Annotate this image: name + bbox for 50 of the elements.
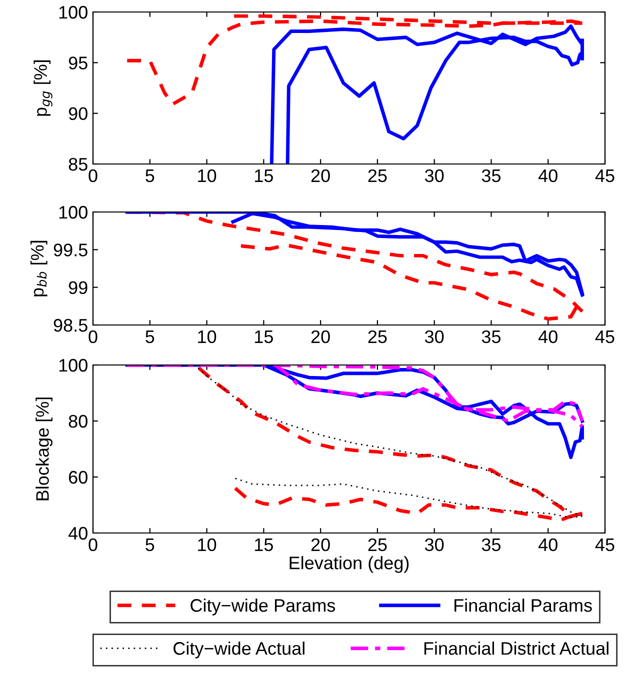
x-tick-label: 0 bbox=[88, 538, 98, 552]
x-tick-label: 45 bbox=[595, 330, 614, 344]
y-axis-title: p$_{gg}$ [%] bbox=[34, 60, 52, 116]
y-tick-label: 99 bbox=[68, 281, 88, 294]
x-tick-label: 0 bbox=[88, 330, 98, 344]
x-tick-label: 40 bbox=[538, 538, 558, 552]
x-axis-title: Elevation (deg) bbox=[290, 556, 409, 573]
x-tick-label: 45 bbox=[595, 538, 614, 552]
y-tick-label: 80 bbox=[68, 414, 88, 428]
legend-label: Financial Params bbox=[454, 598, 592, 612]
x-tick-label: 30 bbox=[424, 169, 444, 182]
x-tick-label: 20 bbox=[311, 169, 330, 182]
y-axis-title: Blockage [%] bbox=[36, 398, 52, 500]
x-tick-label: 35 bbox=[482, 538, 501, 552]
legend-label: City−wide Actual bbox=[174, 642, 304, 658]
x-tick-label: 35 bbox=[482, 330, 501, 344]
y-tick-label: 100 bbox=[59, 206, 88, 219]
y-tick-label: 98.5 bbox=[54, 318, 88, 332]
x-tick-label: 5 bbox=[146, 330, 154, 344]
y-tick-label: 40 bbox=[68, 526, 88, 540]
y-tick-label: 85 bbox=[68, 158, 88, 171]
x-tick-label: 25 bbox=[368, 169, 387, 182]
y-axis-title: p$_{bb}$ [%] bbox=[30, 240, 48, 296]
x-tick-label: 35 bbox=[482, 169, 501, 182]
legend-label: City−wide Params bbox=[190, 598, 336, 616]
x-tick-label: 40 bbox=[538, 169, 558, 182]
x-tick-label: 45 bbox=[595, 170, 614, 182]
x-tick-label: 10 bbox=[198, 330, 216, 344]
x-tick-label: 25 bbox=[368, 538, 387, 552]
y-tick-label: 100 bbox=[59, 6, 88, 19]
x-tick-label: 40 bbox=[538, 330, 558, 344]
y-tick-label: 100 bbox=[59, 358, 88, 372]
x-tick-label: 0 bbox=[88, 169, 98, 182]
x-tick-label: 30 bbox=[424, 538, 444, 552]
y-tick-label: 60 bbox=[68, 470, 88, 484]
x-tick-label: 15 bbox=[255, 538, 273, 552]
legend-label: Financial District Actual bbox=[424, 642, 608, 655]
x-tick-label: 10 bbox=[198, 538, 216, 552]
x-tick-label: 20 bbox=[311, 330, 330, 344]
x-tick-label: 15 bbox=[255, 170, 273, 182]
y-tick-label: 99.5 bbox=[54, 244, 88, 256]
x-tick-label: 15 bbox=[255, 330, 273, 344]
y-tick-label: 95 bbox=[68, 56, 88, 70]
x-tick-label: 20 bbox=[311, 538, 330, 552]
x-tick-label: 5 bbox=[146, 538, 154, 552]
x-tick-label: 25 bbox=[368, 330, 387, 344]
x-tick-label: 5 bbox=[146, 170, 154, 182]
y-tick-label: 90 bbox=[68, 107, 88, 120]
x-tick-label: 10 bbox=[198, 169, 216, 182]
x-tick-label: 30 bbox=[424, 330, 444, 344]
